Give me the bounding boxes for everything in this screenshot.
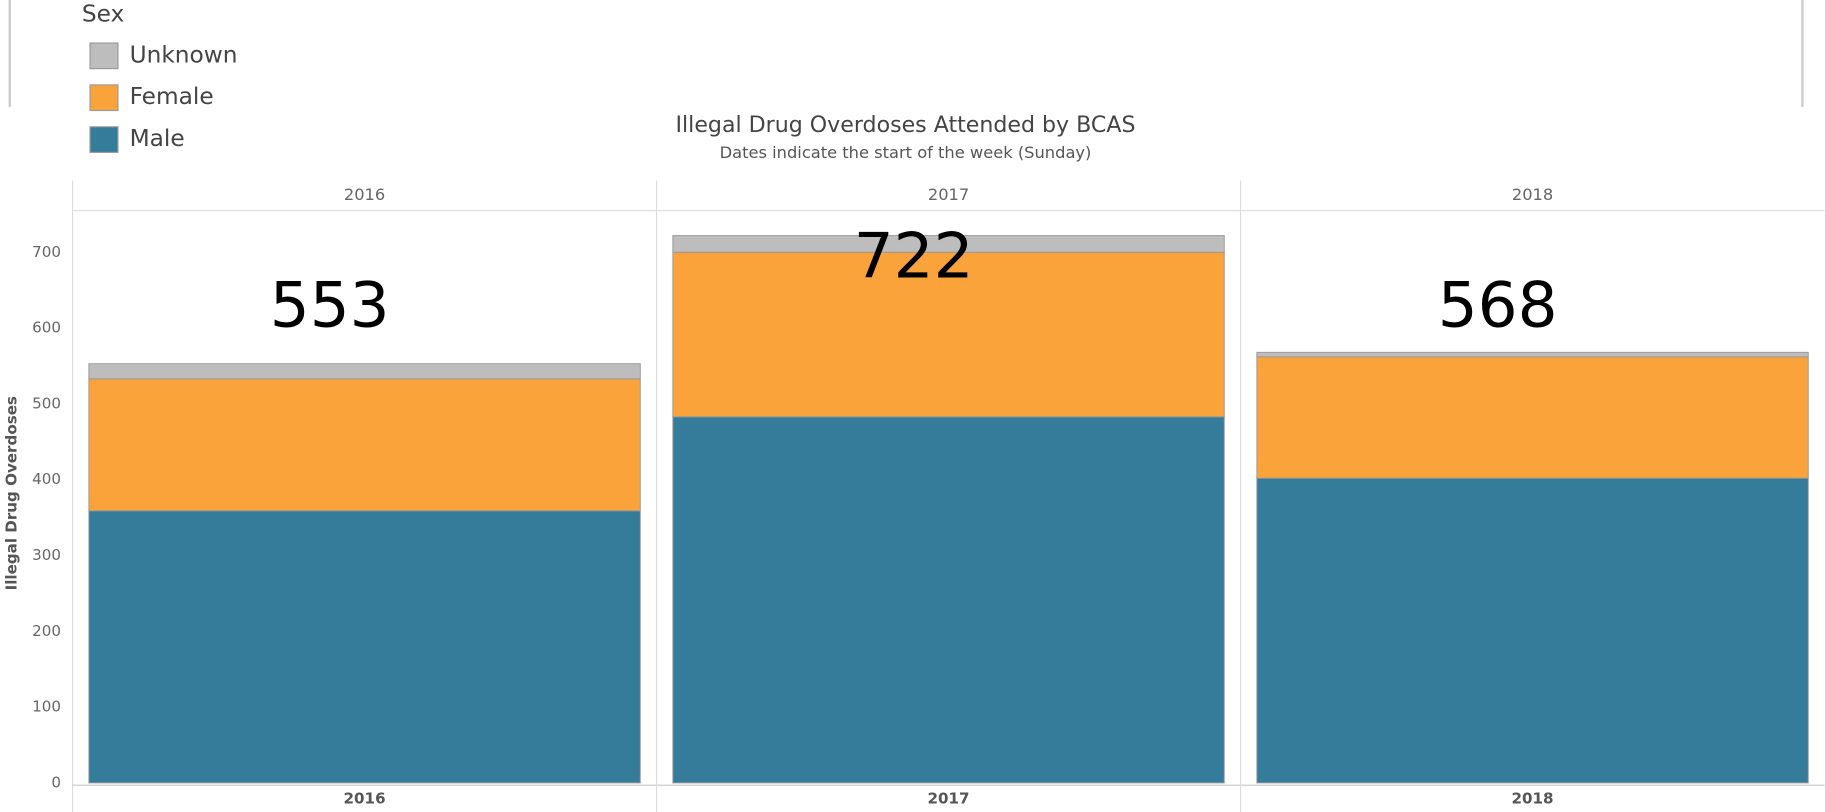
total-label: 553: [270, 269, 390, 342]
column-header: 2017: [928, 185, 969, 204]
bar-segment: [88, 510, 641, 784]
legend-label: Female: [130, 83, 214, 110]
column-header: 2016: [344, 185, 385, 204]
legend-swatch: [89, 84, 119, 112]
legend-title: Sex: [82, 1, 124, 28]
total-label: 722: [854, 220, 974, 293]
y-tick-label: 200: [32, 622, 61, 640]
legend-swatch: [89, 42, 119, 70]
bar-segment: [1256, 351, 1809, 358]
bar-segment: [1256, 477, 1809, 784]
y-tick-label: 400: [32, 470, 61, 488]
y-tick-label: 700: [32, 243, 61, 261]
y-tick-label: 0: [51, 773, 61, 791]
bar-segment: [672, 235, 1225, 253]
chart-subtitle: Dates indicate the start of the week (Su…: [720, 143, 1092, 162]
legend-label: Male: [130, 125, 185, 152]
bar-segment: [672, 251, 1225, 418]
y-axis-label: Illegal Drug Overdoses: [3, 396, 21, 590]
column-header: 2018: [1512, 185, 1553, 204]
bar-segment: [88, 363, 641, 380]
bar-segment: [1256, 356, 1809, 479]
y-tick-label: 600: [32, 319, 61, 337]
x-tick-label: 2018: [1512, 790, 1554, 808]
y-tick-label: 500: [32, 394, 61, 412]
chart-title: Illegal Drug Overdoses Attended by BCAS: [676, 112, 1136, 138]
y-tick-label: 300: [32, 546, 61, 564]
x-tick-label: 2016: [344, 790, 386, 808]
y-tick-label: 100: [32, 698, 61, 716]
bar-segment: [88, 378, 641, 512]
bar-segment: [672, 416, 1225, 784]
x-tick-label: 2017: [928, 790, 970, 808]
total-label: 568: [1438, 269, 1558, 342]
legend-label: Unknown: [130, 41, 238, 68]
legend-swatch: [89, 126, 119, 153]
